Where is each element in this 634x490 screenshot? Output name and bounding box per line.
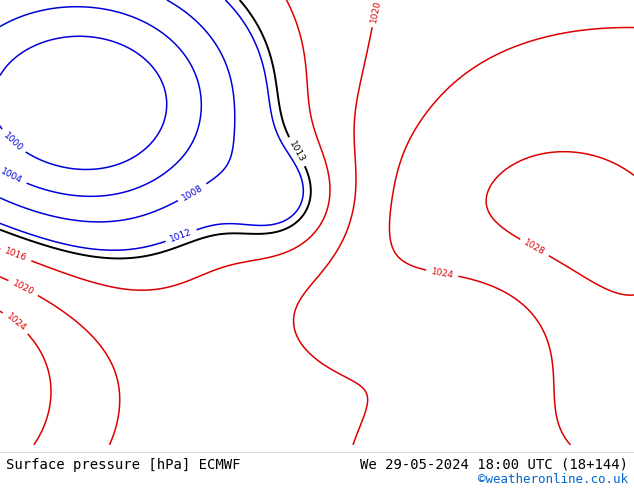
- Text: 1024: 1024: [430, 267, 454, 280]
- Text: 1004: 1004: [0, 167, 24, 186]
- Text: 1020: 1020: [11, 278, 36, 297]
- Text: 1016: 1016: [4, 246, 29, 263]
- Text: 1020: 1020: [369, 0, 382, 23]
- Text: 1024: 1024: [4, 312, 27, 333]
- Text: 1012: 1012: [169, 227, 193, 244]
- Text: 1008: 1008: [180, 183, 204, 202]
- Text: 1028: 1028: [522, 238, 547, 257]
- Text: We 29-05-2024 18:00 UTC (18+144): We 29-05-2024 18:00 UTC (18+144): [359, 458, 628, 471]
- Text: ©weatheronline.co.uk: ©weatheronline.co.uk: [477, 473, 628, 487]
- Text: Surface pressure [hPa] ECMWF: Surface pressure [hPa] ECMWF: [6, 458, 241, 471]
- Text: 1013: 1013: [288, 140, 307, 164]
- Text: 1000: 1000: [1, 131, 24, 153]
